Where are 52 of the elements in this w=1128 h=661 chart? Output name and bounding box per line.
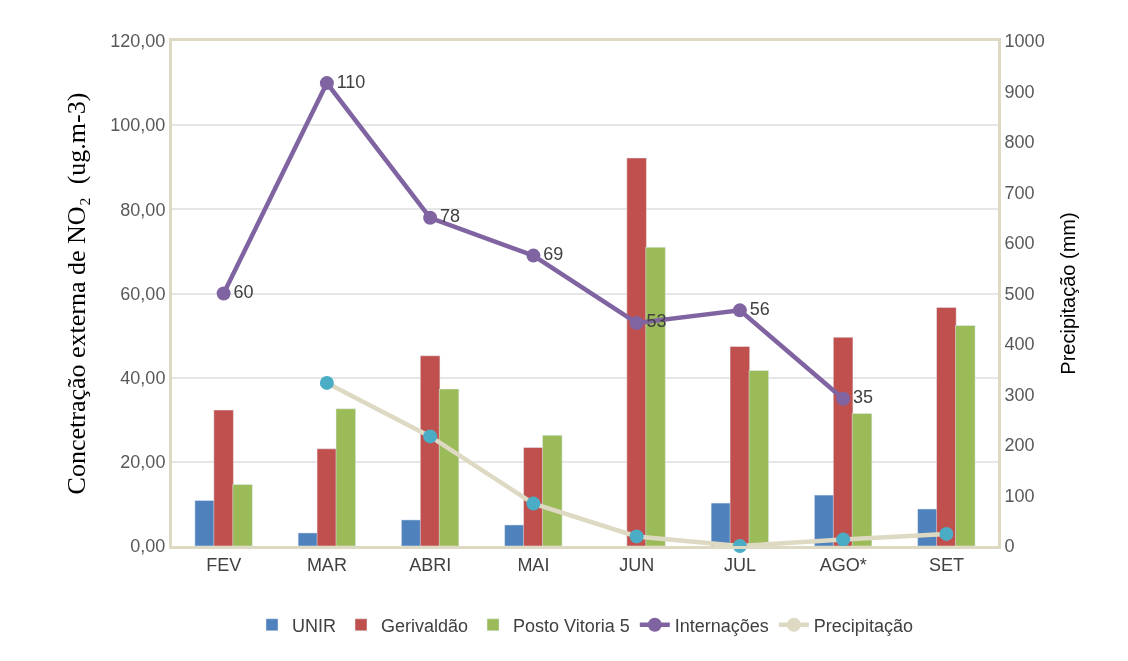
legend-label: Posto Vitoria 5 bbox=[513, 615, 630, 636]
y-tick-label: 20,00 bbox=[120, 452, 166, 473]
y2-tick-label: 700 bbox=[1004, 182, 1035, 203]
y-tick-label: 60,00 bbox=[120, 283, 166, 304]
x-tick-label: SET bbox=[928, 554, 964, 575]
point bbox=[319, 375, 334, 390]
legend-label: Internações bbox=[674, 615, 769, 636]
y-tick-label: 120,00 bbox=[110, 31, 166, 52]
x-tick-label: MAI bbox=[517, 554, 550, 575]
data-label: 78 bbox=[439, 206, 460, 227]
y2-tick-label: 600 bbox=[1004, 233, 1035, 254]
x-tick-label: AGO* bbox=[819, 554, 867, 575]
x-tick-label: JUL bbox=[723, 554, 756, 575]
y2-tick-label: 800 bbox=[1004, 132, 1035, 153]
x-tick-label: JUN bbox=[619, 554, 655, 575]
point bbox=[526, 248, 541, 263]
y-tick-label: 0,00 bbox=[130, 536, 166, 557]
x-tick-label: MAR bbox=[306, 554, 347, 575]
data-label: 35 bbox=[852, 387, 873, 408]
y2-tick-label: 400 bbox=[1004, 334, 1035, 355]
legend-label: Precipitação bbox=[813, 615, 913, 636]
legend-label: Gerivaldão bbox=[381, 615, 469, 636]
y2-axis-title: Precipitação (mm) bbox=[1057, 212, 1080, 375]
y2-tick-label: 100 bbox=[1004, 485, 1035, 506]
y2-tick-label: 0 bbox=[1004, 536, 1015, 557]
y2-tick-label: 300 bbox=[1004, 384, 1035, 405]
point bbox=[836, 391, 851, 406]
y2-tick-label: 500 bbox=[1004, 283, 1035, 304]
y-tick-label: 100,00 bbox=[110, 115, 166, 136]
point bbox=[423, 210, 438, 225]
point bbox=[836, 532, 851, 547]
point bbox=[939, 526, 954, 541]
point bbox=[629, 315, 644, 330]
point bbox=[423, 429, 438, 444]
point bbox=[319, 76, 334, 91]
point bbox=[216, 286, 231, 301]
x-tick-label: ABRI bbox=[409, 554, 452, 575]
legend-label: UNIR bbox=[292, 615, 336, 636]
y2-tick-label: 200 bbox=[1004, 435, 1035, 456]
data-label: 69 bbox=[543, 244, 564, 265]
y2-tick-label: 1000 bbox=[1004, 31, 1045, 52]
y2-tick-label: 900 bbox=[1004, 81, 1035, 102]
y-axis-title: Concetração externa de NO₂ (ug.m-3) bbox=[61, 92, 91, 495]
y-tick-label: 80,00 bbox=[120, 199, 166, 220]
point bbox=[732, 303, 747, 318]
point bbox=[629, 529, 644, 544]
data-label: 56 bbox=[749, 298, 770, 319]
point bbox=[526, 496, 541, 511]
data-label: 110 bbox=[336, 71, 366, 92]
y-tick-label: 40,00 bbox=[120, 367, 166, 388]
x-tick-label: FEV bbox=[206, 554, 242, 575]
data-label: 60 bbox=[233, 282, 254, 302]
